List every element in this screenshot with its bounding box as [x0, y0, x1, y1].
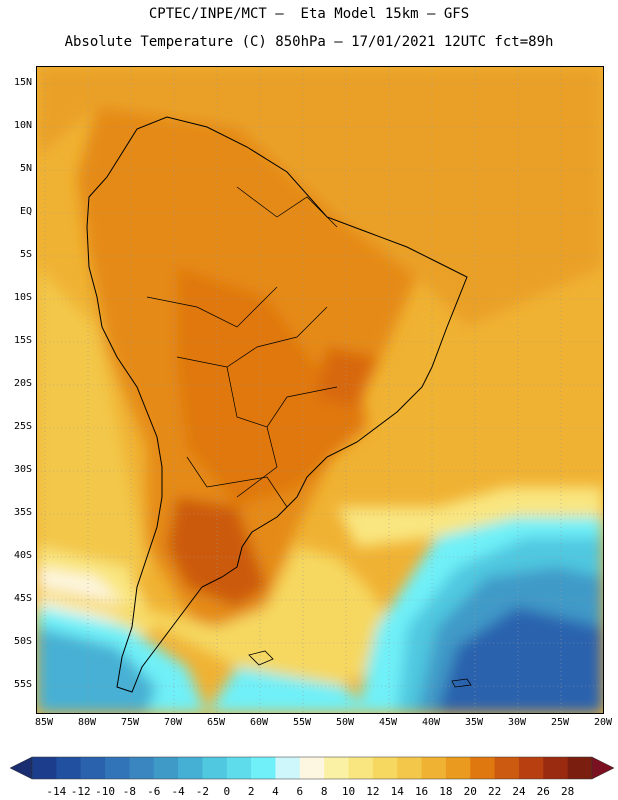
colorbar-swatch — [567, 757, 593, 779]
colorbar-label: 18 — [439, 785, 453, 798]
colorbar-swatch — [226, 757, 252, 779]
colorbar-label: 14 — [390, 785, 404, 798]
colorbar-swatch — [32, 757, 57, 779]
title-line-2: Absolute Temperature (C) 850hPa – 17/01/… — [64, 34, 554, 50]
colorbar-label: -14 — [46, 785, 67, 798]
colorbar-label: -2 — [195, 785, 210, 798]
lon-tick: 85W — [34, 717, 54, 728]
colorbar-label: -12 — [70, 785, 91, 798]
lon-tick: 70W — [163, 717, 183, 728]
colorbar-swatch — [494, 757, 520, 779]
lon-tick: 55W — [292, 717, 312, 728]
colorbar-swatch — [299, 757, 325, 779]
colorbar-high-arrow — [591, 756, 614, 780]
colorbar-swatch — [372, 757, 398, 779]
colorbar-swatch — [80, 757, 106, 779]
lat-tick: EQ — [19, 206, 32, 217]
colorbar-label: 26 — [536, 785, 550, 798]
colorbar-swatch — [251, 757, 276, 779]
lat-tick: 20S — [13, 378, 32, 389]
lon-tick: 20W — [593, 717, 613, 728]
colorbar-label: 16 — [414, 785, 429, 798]
colorbar-label: 28 — [561, 785, 575, 798]
lat-tick: 10S — [13, 292, 32, 303]
lat-tick: 55S — [13, 679, 32, 690]
colorbar-label: 12 — [366, 785, 380, 798]
colorbar-label: 10 — [341, 785, 356, 798]
lon-tick: 65W — [206, 717, 226, 728]
colorbar-swatch — [421, 757, 447, 779]
colorbar-swatch — [470, 757, 496, 779]
temperature-map — [36, 66, 604, 714]
colorbar-label: 0 — [223, 785, 231, 798]
colorbar-label: -8 — [122, 785, 137, 798]
lon-tick: 75W — [120, 717, 140, 728]
colorbar-label: 20 — [463, 785, 477, 798]
lon-tick: 50W — [335, 717, 355, 728]
lat-tick: 10N — [13, 120, 32, 131]
lat-tick: 5N — [19, 163, 32, 174]
colorbar — [10, 756, 614, 780]
colorbar-label: 2 — [247, 785, 255, 798]
lat-tick: 45S — [13, 593, 32, 604]
colorbar-low-arrow — [10, 756, 33, 780]
colorbar-swatch — [129, 757, 155, 779]
colorbar-swatch — [105, 757, 130, 779]
colorbar-swatch — [445, 757, 471, 779]
colorbar-label: -10 — [95, 785, 115, 798]
lon-tick: 30W — [507, 717, 527, 728]
lat-tick: 5S — [19, 249, 32, 260]
colorbar-label: -6 — [147, 785, 161, 798]
lat-tick: 50S — [13, 636, 32, 647]
lat-tick: 35S — [13, 507, 32, 518]
lon-tick: 25W — [550, 717, 570, 728]
title-line-1: CPTEC/INPE/MCT – Eta Model 15km – GFS — [148, 6, 470, 22]
colorbar-swatch — [324, 757, 350, 779]
colorbar-swatch — [397, 757, 423, 779]
colorbar-swatch — [518, 757, 544, 779]
colorbar-label: 6 — [296, 785, 304, 798]
lat-tick: 30S — [13, 464, 32, 475]
lon-tick: 40W — [421, 717, 441, 728]
colorbar-label: 22 — [487, 785, 502, 798]
colorbar-swatch — [275, 757, 301, 779]
colorbar-swatch — [153, 757, 179, 779]
lat-tick: 15N — [13, 77, 32, 88]
lat-tick: 15S — [13, 335, 32, 346]
colorbar-label: 24 — [512, 785, 526, 798]
colorbar-swatch — [178, 757, 203, 779]
colorbar-swatch — [348, 757, 374, 779]
colorbar-swatch — [56, 757, 82, 779]
colorbar-swatch — [543, 757, 569, 779]
colorbar-label: 8 — [320, 785, 328, 798]
lon-tick: 35W — [464, 717, 484, 728]
lon-tick: 60W — [249, 717, 269, 728]
colorbar-label: 4 — [272, 785, 279, 798]
colorbar-label: -4 — [171, 785, 185, 798]
lon-tick: 80W — [77, 717, 97, 728]
lat-tick: 40S — [13, 550, 32, 561]
lat-tick: 25S — [13, 421, 32, 432]
colorbar-swatch — [202, 757, 228, 779]
lon-tick: 45W — [378, 717, 398, 728]
